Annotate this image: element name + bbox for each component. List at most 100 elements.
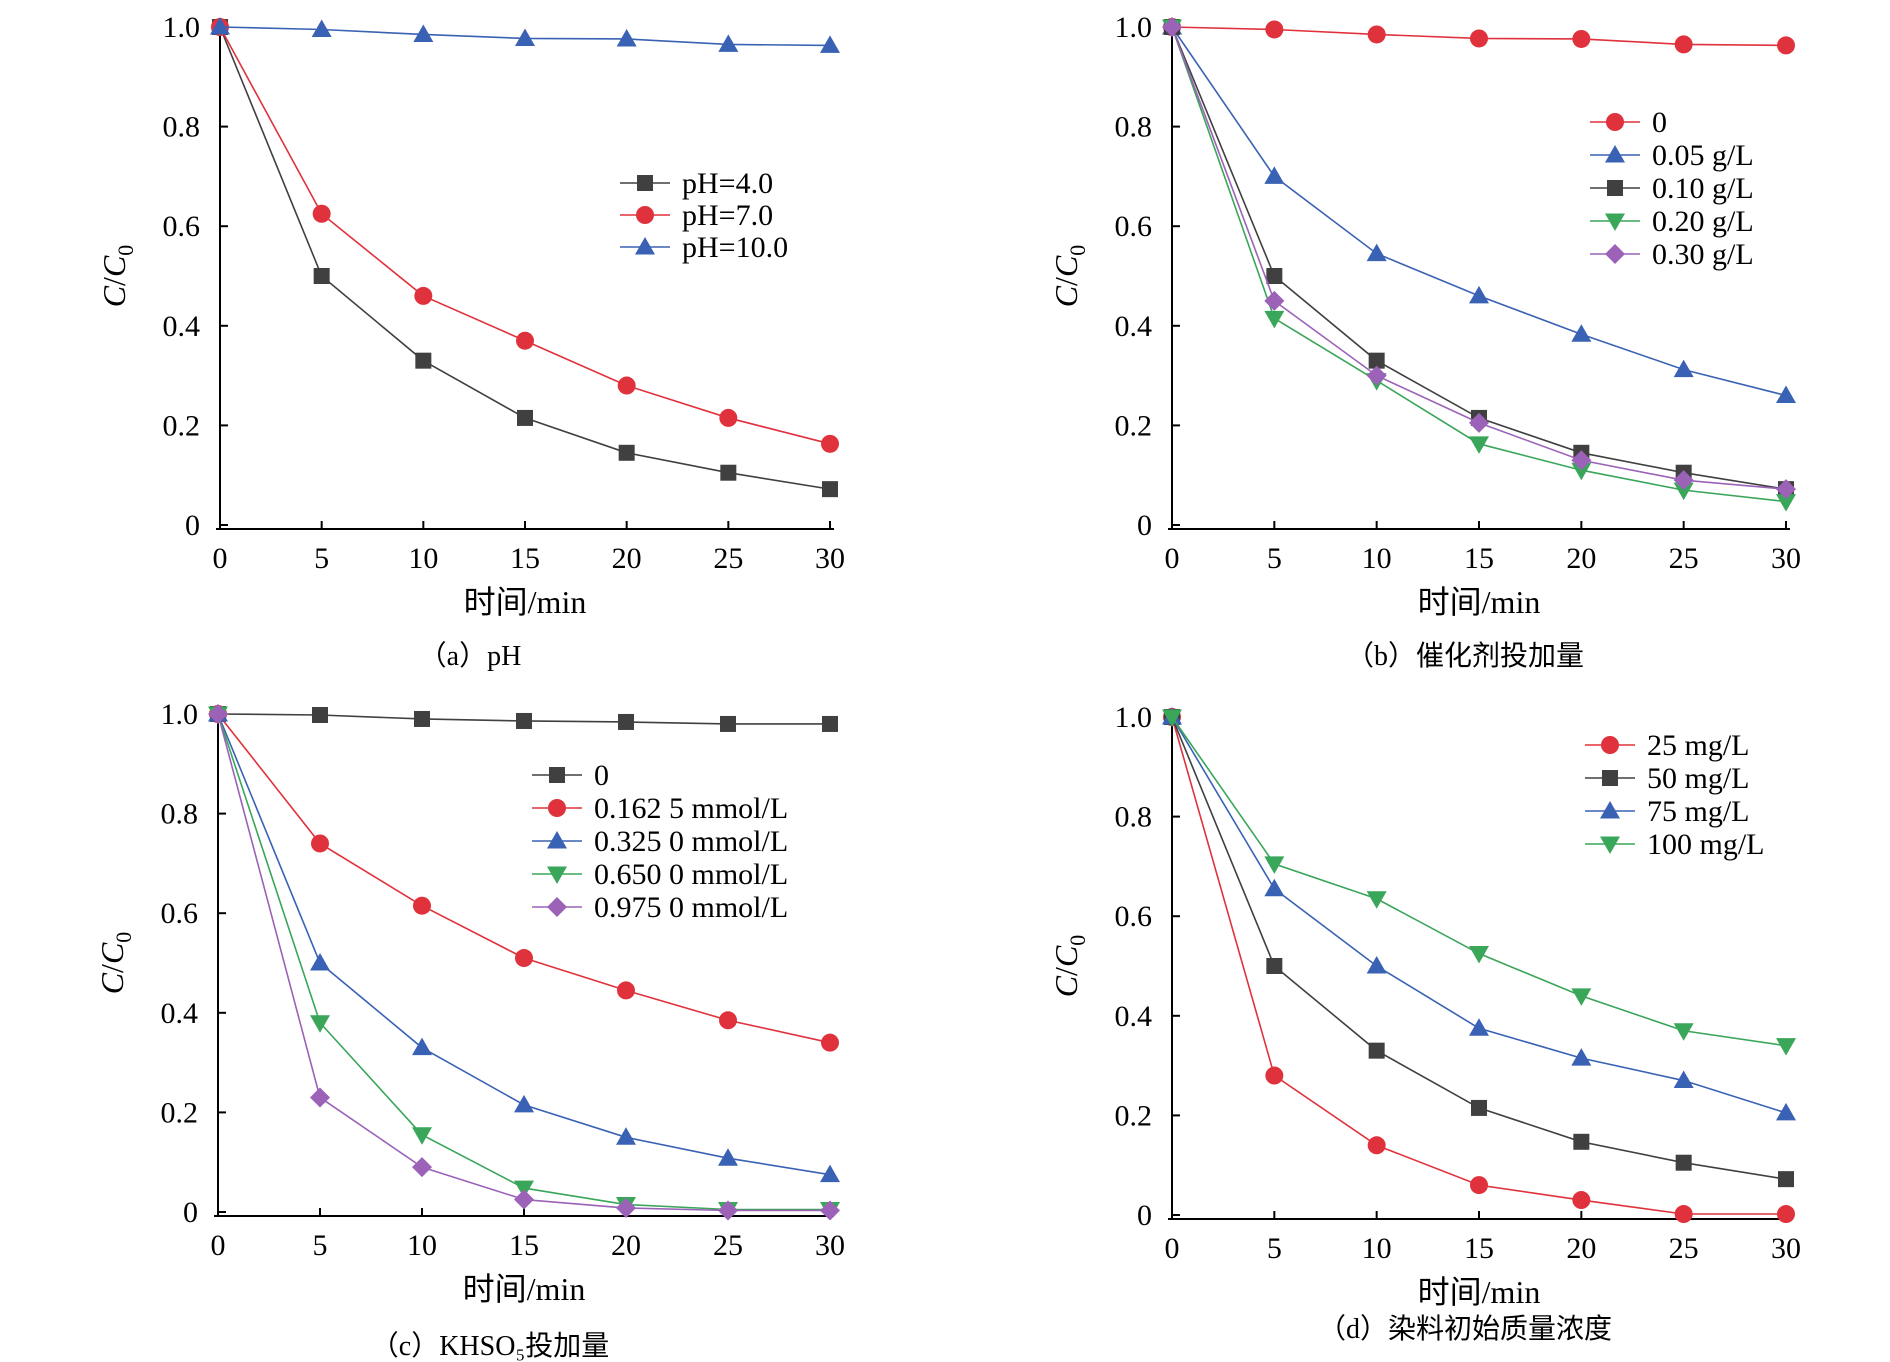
legend-label: 50 mg/L	[1647, 762, 1750, 795]
legend: 00.05 g/L0.10 g/L0.20 g/L0.30 g/L	[1590, 106, 1754, 271]
panel-caption: （d）染料初始质量浓度	[1318, 1313, 1612, 1345]
x-tick-label: 5	[1267, 1232, 1282, 1265]
data-point	[820, 35, 840, 53]
legend-label: pH=7.0	[682, 199, 773, 232]
data-point	[617, 376, 636, 395]
data-point	[1366, 243, 1387, 262]
data-point	[1572, 1191, 1591, 1210]
y-tick-label: 0.2	[161, 1096, 199, 1129]
legend-marker	[1606, 113, 1624, 131]
legend-label: 0.975 0 mmol/L	[594, 891, 788, 924]
data-point	[1571, 988, 1592, 1006]
data-point	[1673, 1070, 1694, 1089]
data-point	[1264, 290, 1285, 311]
data-point	[414, 286, 433, 305]
x-axis-title: 时间/min	[463, 1271, 586, 1307]
data-point	[1673, 1023, 1694, 1041]
data-point	[1673, 482, 1694, 501]
data-point	[310, 1087, 330, 1108]
y-tick-label: 0.2	[1115, 409, 1153, 442]
x-tick-label: 20	[612, 542, 642, 575]
y-tick-label: 0.6	[161, 897, 199, 930]
data-point	[1776, 479, 1796, 500]
panel-caption: （c）KHSO₅投加量	[371, 1330, 609, 1362]
data-point	[516, 712, 532, 729]
x-tick-label: 25	[713, 1229, 743, 1262]
data-point	[1162, 709, 1182, 727]
data-point	[516, 331, 534, 350]
legend-marker	[636, 206, 654, 224]
legend-label: 0.20 g/L	[1652, 205, 1754, 238]
x-tick-label: 30	[1771, 1232, 1801, 1265]
legend-label: 0	[1652, 106, 1667, 139]
x-tick-label: 0	[1165, 542, 1180, 575]
y-tick-label: 0.6	[163, 210, 201, 243]
chart-panel-b: 0 5 10 15 20 25 3000.20.40.60.81.0时间/minC/C000…	[1048, 11, 1801, 672]
y-tick-label: 0.8	[161, 798, 199, 831]
data-point	[1366, 365, 1387, 386]
data-point	[514, 1094, 534, 1113]
y-tick-label: 0.4	[163, 310, 201, 343]
data-point	[1366, 956, 1387, 974]
data-point	[311, 19, 332, 37]
data-point	[1571, 450, 1592, 471]
x-tick-label: 0	[1165, 1232, 1180, 1265]
y-tick-label: 0	[183, 1196, 198, 1229]
data-point	[1471, 1099, 1487, 1116]
data-point	[1674, 35, 1693, 54]
y-axis-title: C/C0	[96, 245, 138, 308]
data-point	[1469, 946, 1489, 964]
y-axis-title: C/C0	[1048, 245, 1090, 308]
data-point	[1571, 324, 1592, 342]
x-axis-title: 时间/min	[464, 584, 587, 620]
data-point	[618, 444, 635, 461]
legend-marker	[637, 175, 653, 191]
data-point	[821, 1033, 839, 1052]
data-point	[1470, 29, 1488, 48]
data-point	[1776, 1038, 1796, 1056]
y-tick-label: 0.8	[1115, 801, 1153, 834]
data-point	[616, 28, 637, 47]
chart-panel-c: 0 5 10 15 20 25 3000.20.40.60.81.0时间/minC/C000…	[94, 698, 845, 1362]
x-tick-label: 10	[407, 1229, 437, 1262]
data-point	[208, 704, 228, 724]
data-point	[1571, 1048, 1592, 1066]
data-point	[1367, 1136, 1386, 1155]
data-point	[1264, 856, 1285, 874]
data-point	[821, 434, 839, 453]
data-point	[720, 715, 736, 732]
data-point	[1572, 29, 1591, 48]
x-tick-label: 10	[1362, 542, 1392, 575]
legend-marker	[1600, 801, 1620, 819]
x-tick-label: 5	[313, 1229, 328, 1262]
data-point	[1776, 1102, 1796, 1121]
x-tick-label: 15	[1464, 1232, 1494, 1265]
legend-marker	[547, 897, 567, 917]
data-point	[1777, 36, 1795, 55]
data-point	[1469, 412, 1489, 433]
data-point	[1265, 1066, 1284, 1085]
data-point	[310, 953, 330, 971]
data-point	[310, 1015, 330, 1033]
data-point	[312, 706, 328, 723]
data-point	[1778, 1171, 1794, 1188]
legend-label: 0.650 0 mmol/L	[594, 858, 788, 891]
y-tick-label: 0.8	[163, 111, 201, 144]
data-point	[720, 464, 737, 481]
data-point	[1469, 285, 1489, 304]
legend-label: 0.325 0 mmol/L	[594, 825, 788, 858]
legend-label: 0.162 5 mmol/L	[594, 792, 788, 825]
y-tick-label: 1.0	[161, 698, 199, 731]
legend-marker	[547, 866, 567, 884]
data-point	[1368, 1042, 1385, 1059]
y-tick-label: 0	[1137, 1199, 1152, 1232]
data-point	[517, 409, 533, 426]
data-point	[1674, 1205, 1693, 1224]
data-point	[1776, 385, 1796, 404]
data-point	[412, 1127, 432, 1145]
legend-marker	[1600, 836, 1620, 854]
y-tick-label: 0.4	[161, 997, 199, 1030]
data-point	[1162, 17, 1182, 37]
y-tick-label: 0.4	[1115, 310, 1153, 343]
